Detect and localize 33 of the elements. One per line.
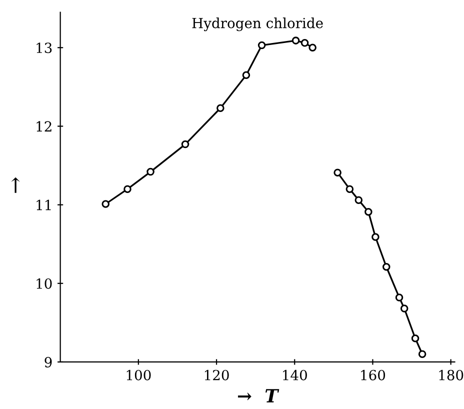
x-tick-label: 120: [204, 370, 229, 380]
y-tick-label: 13: [36, 42, 52, 54]
x-tick-label: 160: [361, 370, 386, 380]
y-tick-label: 11: [36, 200, 51, 210]
point: [346, 185, 354, 193]
point: [258, 41, 266, 50]
point: [372, 233, 380, 241]
point: [418, 350, 426, 358]
point: [400, 304, 408, 312]
point: [308, 44, 316, 52]
y-tick-label: 10: [36, 278, 52, 289]
y-tick-label: 12: [36, 121, 52, 132]
point: [292, 36, 300, 44]
x-axis-title: → T: [238, 389, 280, 402]
point: [124, 185, 132, 193]
x-tick-label: 100: [126, 370, 151, 380]
point: [102, 200, 110, 208]
point: [181, 140, 190, 148]
point: [382, 262, 390, 271]
point: [364, 208, 372, 216]
point: [216, 104, 224, 112]
point: [300, 39, 309, 47]
y-tick-label: 9: [44, 356, 52, 368]
y-axis-title: ↑: [11, 177, 20, 193]
point: [334, 168, 342, 176]
point: [354, 196, 363, 204]
x-tick-label: 180: [439, 370, 464, 380]
point: [411, 334, 420, 342]
point: [146, 168, 154, 176]
x-tick-label: 140: [283, 370, 307, 380]
point: [242, 71, 250, 80]
chart-title: Hydrogen chloride: [192, 18, 323, 32]
point: [395, 294, 404, 302]
